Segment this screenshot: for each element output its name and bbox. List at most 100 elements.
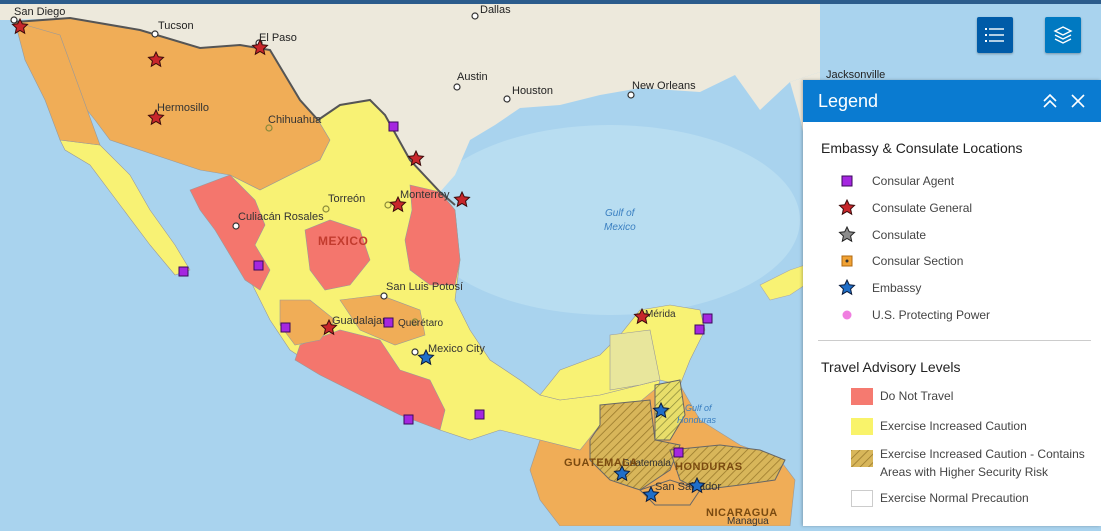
city-austin: Austin bbox=[457, 71, 488, 83]
country-nicaragua: NICARAGUA bbox=[706, 507, 778, 519]
blue-star-icon bbox=[838, 279, 856, 296]
city-san-salvador: San Salvador bbox=[655, 481, 721, 493]
collapse-button[interactable] bbox=[1036, 87, 1064, 115]
consular-agent-markers[interactable] bbox=[178, 121, 713, 458]
red-star-icon bbox=[838, 199, 856, 216]
blue-star-icon bbox=[652, 401, 670, 419]
guanajuato-region bbox=[339, 294, 426, 346]
list-icon bbox=[985, 28, 1004, 42]
legend-item-do-not-travel: Do Not Travel bbox=[818, 387, 1086, 406]
legend-header: Legend bbox=[803, 80, 1101, 122]
belize bbox=[654, 379, 686, 441]
close-icon bbox=[1071, 94, 1085, 108]
security-risk-line2: Areas with Higher Security Risk bbox=[880, 465, 1049, 480]
guerrero-dnt bbox=[294, 329, 446, 431]
legend-item-consulate: Consulate bbox=[818, 221, 1086, 248]
locations-section: Embassy & Consulate Locations Consular A… bbox=[803, 140, 1101, 328]
city-jacksonville: Jacksonville bbox=[826, 69, 885, 81]
country-honduras: HONDURAS bbox=[675, 461, 743, 473]
jalisco-region bbox=[279, 299, 336, 346]
red-swatch-icon bbox=[851, 388, 873, 406]
legend-item-normal-precaution: Exercise Normal Precaution bbox=[818, 489, 1086, 508]
baja-california bbox=[14, 21, 101, 146]
country-mexico: MEXICO bbox=[318, 234, 368, 248]
red-star-icon bbox=[633, 307, 651, 325]
red-star-icon bbox=[11, 17, 29, 35]
yellow-swatch-icon bbox=[851, 418, 873, 436]
embassy-markers[interactable] bbox=[417, 348, 706, 503]
city-new-orleans: New Orleans bbox=[632, 80, 696, 92]
city-mexico-city: Mexico City bbox=[428, 343, 485, 355]
city-houston: Houston bbox=[512, 85, 553, 97]
city-tucson: Tucson bbox=[158, 20, 194, 32]
tamaulipas-dnt bbox=[404, 184, 461, 286]
city-guatemala: Guatemala bbox=[622, 458, 671, 469]
city-managua: Managua bbox=[727, 516, 769, 526]
city-san-luis-potosi: San Luis Potosí bbox=[386, 281, 463, 293]
legend-item-consular-agent: Consular Agent bbox=[818, 168, 1086, 195]
water-gulf-of-2: Gulf of bbox=[685, 403, 713, 413]
consulate-general-markers[interactable] bbox=[11, 17, 651, 336]
campeche bbox=[609, 329, 661, 391]
top-bar bbox=[0, 0, 1101, 4]
legend-panel: Legend Embassy & Consulate Locations Con… bbox=[803, 80, 1101, 526]
city-torreon: Torreón bbox=[328, 193, 365, 205]
city-queretaro: Querétaro bbox=[398, 318, 443, 329]
legend-divider bbox=[818, 340, 1091, 342]
blue-star-icon bbox=[642, 485, 660, 503]
close-button[interactable] bbox=[1064, 87, 1092, 115]
blue-star-icon bbox=[417, 348, 435, 366]
chevron-double-up-icon bbox=[1043, 94, 1057, 108]
country-guatemala: GUATEMALA bbox=[564, 457, 638, 469]
water-mexico: Mexico bbox=[604, 222, 636, 233]
city-monterrey: Monterrey bbox=[400, 189, 450, 201]
orange-square-icon bbox=[841, 255, 853, 267]
advisory-title: Travel Advisory Levels bbox=[821, 359, 961, 376]
legend-item-protecting-power: U.S. Protecting Power bbox=[818, 301, 1086, 328]
hatched-swatch-icon bbox=[851, 450, 873, 468]
us-mexico-border bbox=[14, 16, 456, 206]
city-san-diego: San Diego bbox=[14, 6, 65, 18]
purple-square-icon bbox=[253, 260, 264, 271]
white-swatch-icon bbox=[851, 490, 873, 508]
purple-square-icon bbox=[280, 322, 291, 333]
honduras-hatched bbox=[669, 444, 786, 491]
city-el-paso: El Paso bbox=[259, 32, 297, 44]
purple-square-icon bbox=[841, 175, 853, 187]
security-risk-line1: Exercise Increased Caution - Contains bbox=[880, 447, 1085, 462]
city-labels: San Diego Tucson El Paso Dallas Austin H… bbox=[14, 4, 885, 527]
advisory-section: Travel Advisory Levels Do Not Travel Exe… bbox=[803, 359, 1101, 508]
city-culiacan: Culiacán Rosales bbox=[238, 211, 324, 223]
layers-button[interactable] bbox=[1045, 17, 1081, 53]
red-star-icon bbox=[251, 38, 269, 56]
red-star-icon bbox=[453, 190, 471, 208]
purple-square-icon bbox=[673, 447, 684, 458]
purple-square-icon bbox=[383, 317, 394, 328]
city-dallas: Dallas bbox=[480, 4, 511, 16]
blue-star-icon bbox=[613, 464, 631, 482]
legend-item-security-risk: Exercise Increased Caution - Contains Are… bbox=[818, 445, 1086, 481]
zacatecas-dnt bbox=[304, 219, 371, 291]
gray-star-icon bbox=[838, 225, 856, 242]
locations-title: Embassy & Consulate Locations bbox=[821, 140, 1023, 156]
red-star-icon bbox=[320, 318, 338, 336]
gulf-water bbox=[420, 125, 800, 315]
purple-square-icon bbox=[702, 313, 713, 324]
list-button[interactable] bbox=[977, 17, 1013, 53]
sinaloa-dnt bbox=[189, 174, 271, 291]
purple-square-icon bbox=[388, 121, 399, 132]
city-guadalajara: Guadalajara bbox=[332, 315, 393, 327]
red-star-icon bbox=[147, 50, 165, 68]
purple-square-icon bbox=[694, 324, 705, 335]
legend-item-consulate-general: Consulate General bbox=[818, 195, 1086, 222]
layers-icon bbox=[1053, 26, 1073, 44]
us-land bbox=[0, 0, 820, 192]
water-gulf-of: Gulf of bbox=[605, 208, 636, 219]
red-star-icon bbox=[389, 195, 407, 213]
purple-square-icon bbox=[474, 409, 485, 420]
legend-item-embassy: Embassy bbox=[818, 275, 1086, 302]
red-star-icon bbox=[147, 108, 165, 126]
blue-star-icon bbox=[688, 476, 706, 494]
legend-item-consular-section: Consular Section bbox=[818, 248, 1086, 275]
city-hermosillo: Hermosillo bbox=[157, 102, 209, 114]
